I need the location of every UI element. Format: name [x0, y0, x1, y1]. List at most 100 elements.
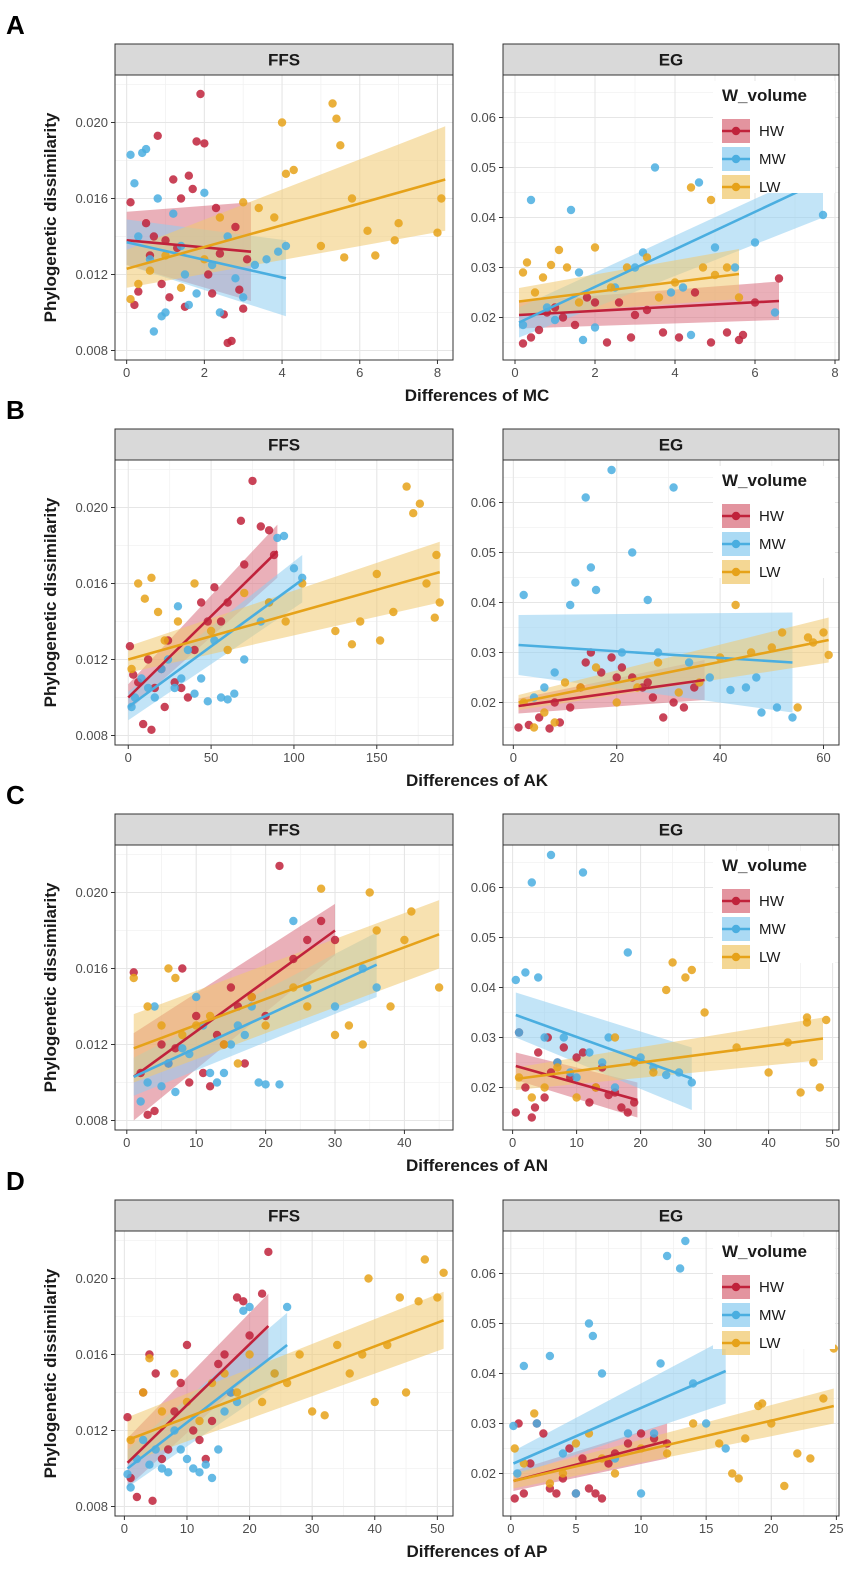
data-point-lw: [375, 636, 385, 645]
data-point-mw: [195, 1468, 204, 1477]
x-tick-label: 8: [831, 365, 838, 380]
x-tick-label: 10: [569, 1135, 583, 1150]
data-point-hw: [722, 328, 732, 337]
data-point-lw: [407, 907, 416, 916]
data-point-lw: [333, 1340, 342, 1350]
data-point-lw: [164, 964, 173, 973]
plot-border: [114, 1230, 454, 1517]
data-point-lw: [320, 1411, 329, 1420]
data-point-lw: [331, 626, 340, 636]
regression-line-mw: [127, 578, 303, 709]
data-point-mw: [571, 1489, 581, 1498]
data-point-lw: [219, 1040, 229, 1049]
data-point-hw: [220, 1350, 229, 1359]
data-point-hw: [690, 683, 699, 692]
data-point-hw: [184, 171, 194, 180]
data-point-lw: [653, 658, 663, 667]
data-point-mw: [157, 1464, 167, 1473]
regression-line-mw: [126, 240, 287, 280]
x-tick-label: 0: [511, 365, 518, 380]
x-tick-label: 0: [509, 1135, 516, 1150]
x-tick-label: 60: [816, 750, 830, 765]
data-point-hw: [572, 1053, 581, 1062]
data-point-mw: [585, 1048, 594, 1057]
legend-key-point: [731, 924, 741, 934]
data-point-lw: [793, 1449, 802, 1458]
data-point-hw: [604, 1459, 613, 1468]
legend-key-point: [731, 1282, 741, 1292]
data-point-mw: [598, 1058, 607, 1067]
data-point-hw: [591, 1489, 600, 1498]
data-point-hw: [570, 320, 580, 330]
data-point-lw: [819, 1394, 828, 1403]
data-point-mw: [180, 270, 190, 279]
legend-key-point: [731, 126, 741, 136]
data-point-mw: [649, 1429, 659, 1438]
data-point-mw: [149, 327, 159, 336]
facet-strip: [114, 428, 454, 461]
x-tick-label: 20: [633, 1135, 647, 1150]
data-point-mw: [212, 1078, 222, 1087]
data-point-mw: [138, 1435, 148, 1445]
data-point-mw: [514, 1028, 524, 1037]
data-point-mw: [183, 645, 193, 655]
data-point-hw: [511, 1108, 520, 1117]
data-point-lw: [401, 1388, 411, 1397]
y-tick-label: 0.06: [471, 495, 496, 510]
data-point-lw: [129, 973, 138, 983]
data-point-mw: [772, 703, 782, 712]
data-point-lw: [767, 643, 776, 652]
data-point-lw: [215, 213, 225, 222]
data-point-hw: [510, 1494, 519, 1503]
data-point-hw: [153, 131, 162, 140]
data-point-mw: [205, 1068, 215, 1078]
data-point-mw: [137, 674, 146, 683]
data-point-mw: [281, 241, 291, 251]
data-point-hw: [214, 1359, 223, 1369]
data-point-lw: [402, 482, 411, 491]
data-point-mw: [164, 1468, 173, 1477]
data-point-mw: [275, 1080, 284, 1089]
data-point-hw: [565, 1444, 574, 1453]
y-tick-label: 0.02: [471, 1466, 496, 1481]
data-point-lw: [207, 1378, 217, 1388]
y-axis-title: Phylogenetic dissimilarity: [41, 112, 60, 322]
data-point-mw: [752, 673, 761, 682]
data-point-mw: [509, 1421, 518, 1431]
legend-label-mw: MW: [759, 536, 786, 553]
y-tick-label: 0.04: [471, 1366, 496, 1381]
data-point-mw: [604, 1033, 613, 1042]
data-point-lw: [347, 640, 357, 649]
data-point-hw: [148, 1496, 157, 1506]
data-point-lw: [157, 1407, 167, 1416]
facet-strip: [502, 43, 840, 76]
data-point-mw: [757, 708, 766, 717]
data-point-hw: [126, 198, 135, 207]
data-point-mw: [730, 263, 740, 272]
data-point-lw: [540, 708, 549, 717]
x-tick-label: 50: [825, 1135, 839, 1150]
data-point-mw: [666, 288, 676, 297]
data-point-lw: [796, 1088, 805, 1097]
plot-border: [114, 74, 454, 361]
y-tick-label: 0.008: [75, 343, 108, 358]
data-point-hw: [205, 1082, 215, 1091]
data-point-mw: [161, 308, 170, 317]
data-point-lw: [545, 1479, 555, 1488]
data-point-mw: [656, 1359, 665, 1368]
data-point-lw: [793, 703, 802, 712]
x-tick-label: 10: [189, 1135, 203, 1150]
data-point-mw: [200, 188, 209, 197]
data-point-lw: [435, 598, 444, 607]
data-point-hw: [232, 1293, 242, 1302]
data-point-mw: [282, 1302, 292, 1312]
data-point-hw: [578, 1454, 587, 1463]
data-point-mw: [189, 1464, 198, 1473]
data-point-lw: [281, 169, 291, 178]
data-point-mw: [171, 1087, 180, 1097]
y-tick-label: 0.04: [471, 595, 496, 610]
legend-key-point: [731, 1310, 741, 1320]
data-point-lw: [642, 253, 652, 262]
data-point-hw: [178, 964, 187, 973]
